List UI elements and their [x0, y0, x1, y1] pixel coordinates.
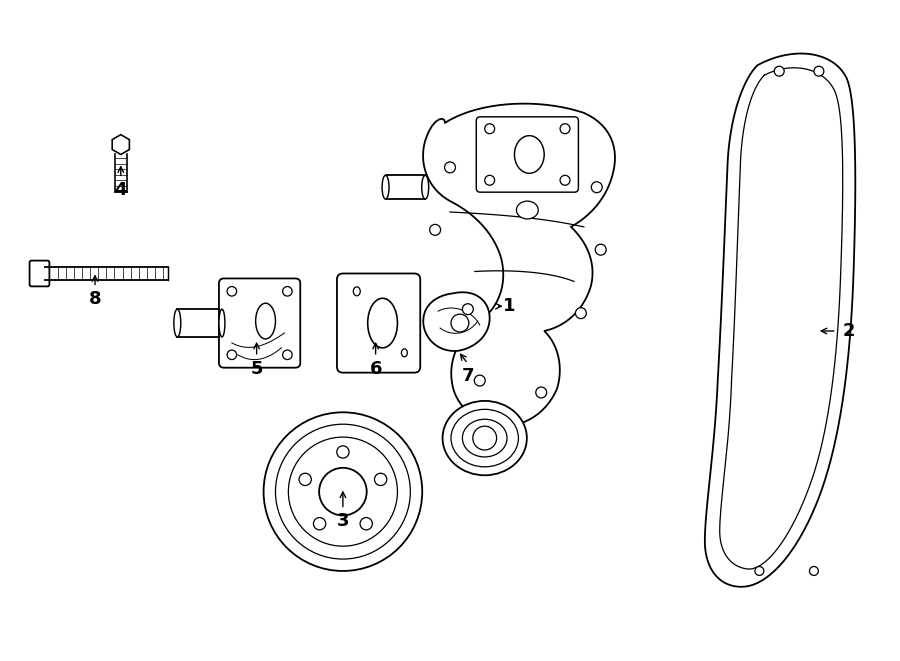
Circle shape — [474, 375, 485, 386]
Circle shape — [283, 287, 293, 296]
Circle shape — [337, 446, 349, 458]
Polygon shape — [423, 104, 615, 426]
Circle shape — [814, 66, 824, 76]
Ellipse shape — [382, 175, 389, 199]
Circle shape — [472, 426, 497, 450]
Ellipse shape — [219, 309, 225, 337]
Ellipse shape — [256, 303, 275, 339]
FancyBboxPatch shape — [219, 278, 301, 368]
Ellipse shape — [463, 419, 507, 457]
FancyBboxPatch shape — [30, 260, 50, 286]
Text: 5: 5 — [250, 360, 263, 377]
Circle shape — [299, 473, 311, 486]
Circle shape — [595, 244, 607, 255]
Circle shape — [283, 350, 293, 360]
Text: 7: 7 — [462, 367, 474, 385]
Circle shape — [360, 518, 373, 530]
Circle shape — [560, 175, 570, 185]
Ellipse shape — [443, 401, 526, 475]
Ellipse shape — [451, 409, 518, 467]
Polygon shape — [423, 292, 490, 351]
Circle shape — [536, 387, 546, 398]
Circle shape — [275, 424, 410, 559]
Circle shape — [374, 473, 387, 486]
Circle shape — [485, 124, 495, 134]
Text: 8: 8 — [89, 290, 102, 308]
Circle shape — [809, 566, 818, 576]
Polygon shape — [705, 54, 855, 587]
Circle shape — [313, 518, 326, 530]
Ellipse shape — [368, 298, 398, 348]
Circle shape — [227, 350, 237, 360]
Text: 4: 4 — [114, 181, 127, 199]
Ellipse shape — [422, 175, 428, 199]
Text: 6: 6 — [369, 360, 382, 377]
Circle shape — [264, 412, 422, 571]
Ellipse shape — [174, 309, 181, 337]
FancyBboxPatch shape — [476, 117, 579, 192]
Circle shape — [755, 566, 764, 576]
Circle shape — [591, 182, 602, 192]
Text: 1: 1 — [503, 297, 516, 315]
Circle shape — [560, 124, 570, 134]
Ellipse shape — [515, 136, 544, 173]
Circle shape — [575, 307, 586, 319]
Circle shape — [485, 175, 495, 185]
Text: 3: 3 — [337, 512, 349, 530]
Circle shape — [320, 468, 366, 516]
Circle shape — [451, 314, 469, 332]
Circle shape — [445, 162, 455, 173]
Text: 2: 2 — [842, 322, 855, 340]
Circle shape — [288, 437, 398, 546]
Circle shape — [463, 303, 473, 315]
FancyBboxPatch shape — [337, 274, 420, 373]
Ellipse shape — [401, 349, 408, 357]
Circle shape — [429, 224, 441, 235]
Circle shape — [774, 66, 784, 76]
Ellipse shape — [354, 287, 360, 295]
Ellipse shape — [517, 201, 538, 219]
Circle shape — [227, 287, 237, 296]
